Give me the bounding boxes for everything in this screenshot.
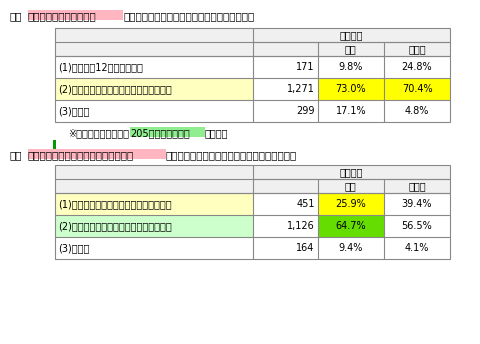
Text: に対する追加接種の接種間隔の短縮の取組状況: に対する追加接種の接種間隔の短縮の取組状況 (123, 11, 254, 21)
Bar (130, 127, 205, 137)
Bar (55, 78, 450, 100)
Bar (53, 140, 56, 158)
Bar (55, 215, 252, 237)
Text: 人口比: 人口比 (408, 44, 426, 54)
Text: 17.1%: 17.1% (336, 106, 366, 116)
Bar (55, 78, 252, 100)
Text: (3)その他: (3)その他 (58, 243, 89, 253)
Text: 171: 171 (296, 62, 315, 72)
Text: 9.4%: 9.4% (339, 243, 363, 253)
Text: 25.9%: 25.9% (336, 199, 366, 209)
Text: 市町村数: 市町村数 (339, 30, 363, 40)
Text: 9.8%: 9.8% (339, 62, 363, 72)
Bar (384, 78, 450, 100)
Bar (318, 78, 384, 100)
Bar (28, 10, 123, 20)
Text: 299: 299 (296, 106, 315, 116)
Bar (55, 165, 450, 259)
Bar (55, 237, 450, 259)
Text: 4.1%: 4.1% (405, 243, 429, 253)
Text: ※「その他」のうち、: ※「その他」のうち、 (68, 128, 129, 138)
Text: 高齢者施設等の入所者等以外の高齢者: 高齢者施設等の入所者等以外の高齢者 (28, 150, 134, 160)
Text: ２．: ２． (10, 11, 23, 21)
Bar (55, 28, 450, 122)
Text: 1,271: 1,271 (287, 84, 315, 94)
Text: (3)その他: (3)その他 (58, 106, 89, 116)
Text: 64.7%: 64.7% (336, 221, 366, 231)
Text: 451: 451 (296, 199, 315, 209)
Bar (318, 193, 384, 215)
Text: 4.8%: 4.8% (405, 106, 429, 116)
Text: 市町村数: 市町村数 (339, 167, 363, 177)
Bar (55, 193, 252, 215)
Text: と回答。: と回答。 (205, 128, 228, 138)
Text: 割合: 割合 (345, 181, 357, 191)
Text: 39.4%: 39.4% (402, 199, 432, 209)
Text: 164: 164 (296, 243, 315, 253)
Text: 割合: 割合 (345, 44, 357, 54)
Text: 70.4%: 70.4% (402, 84, 432, 94)
Bar (55, 193, 450, 215)
Text: 56.5%: 56.5% (402, 221, 432, 231)
Text: 205は２月から開始: 205は２月から開始 (130, 128, 190, 138)
Text: (1)令和３年12月中から開始: (1)令和３年12月中から開始 (58, 62, 143, 72)
Text: 24.8%: 24.8% (402, 62, 432, 72)
Text: 人口比: 人口比 (408, 181, 426, 191)
Bar (55, 100, 450, 122)
Bar (55, 42, 450, 56)
Bar (55, 215, 450, 237)
Text: に対する追加接種の接種間隔の短縮の取組状況: に対する追加接種の接種間隔の短縮の取組状況 (166, 150, 297, 160)
Text: (2)令和４年２月中から開始又は開始予定: (2)令和４年２月中から開始又は開始予定 (58, 221, 172, 231)
Text: (1)令和４年１月中から開始又は開始予定: (1)令和４年１月中から開始又は開始予定 (58, 199, 172, 209)
Bar (318, 215, 384, 237)
Bar (55, 56, 450, 78)
Bar (55, 28, 450, 42)
Bar (28, 149, 166, 159)
Text: 1,126: 1,126 (287, 221, 315, 231)
Bar (55, 165, 450, 179)
Text: ３．: ３． (10, 150, 23, 160)
Text: 73.0%: 73.0% (336, 84, 366, 94)
Bar (55, 179, 450, 193)
Text: (2)令和４年１月中から開始又は開始予定: (2)令和４年１月中から開始又は開始予定 (58, 84, 172, 94)
Text: 高齢者施設等の入所者等: 高齢者施設等の入所者等 (28, 11, 97, 21)
